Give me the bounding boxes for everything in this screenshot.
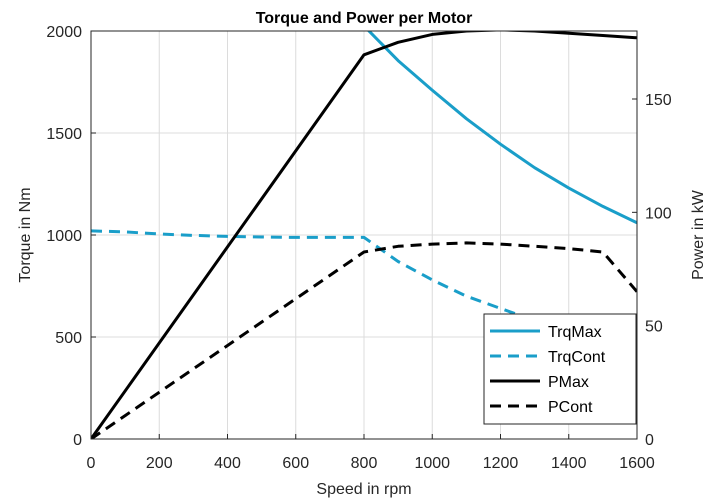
y-axis-left-title: Torque in Nm xyxy=(17,187,34,282)
y-left-tick-label: 500 xyxy=(55,330,82,347)
series-line-pmax xyxy=(91,31,637,439)
chart-title: Torque and Power per Motor xyxy=(256,10,473,27)
y-right-tick-label: 0 xyxy=(645,432,654,449)
x-tick-label: 0 xyxy=(87,455,96,472)
y-right-tick-label: 150 xyxy=(645,92,672,109)
legend-label-trqmax: TrqMax xyxy=(548,324,602,341)
legend-label-pcont: PCont xyxy=(548,399,593,416)
y-left-tick-label: 1000 xyxy=(46,228,82,245)
y-right-tick-label: 50 xyxy=(645,319,663,336)
y-left-tick-label: 1500 xyxy=(46,126,82,143)
legend: TrqMax TrqCont PMax PCont xyxy=(483,313,637,425)
y-axis-right-title: Power in kW xyxy=(690,189,707,280)
y-left-tick-label: 0 xyxy=(73,432,82,449)
x-tick-label: 200 xyxy=(146,455,173,472)
series-line-trqmax xyxy=(366,31,637,225)
series-line-pcont xyxy=(91,241,637,439)
x-tick-label: 1000 xyxy=(414,455,450,472)
x-tick-label: 1600 xyxy=(619,455,655,472)
y-right-tick-label: 100 xyxy=(645,205,672,222)
legend-label-pmax: PMax xyxy=(548,374,589,391)
x-tick-label: 600 xyxy=(282,455,309,472)
axes: 0 200 400 600 800 1000 1200 1400 160005001000150… xyxy=(46,24,671,472)
legend-label-trqcont: TrqCont xyxy=(548,349,606,366)
x-tick-label: 1400 xyxy=(551,455,587,472)
x-tick-label: 800 xyxy=(351,455,378,472)
x-tick-label: 1200 xyxy=(483,455,519,472)
x-axis-title: Speed in rpm xyxy=(316,481,411,498)
y-left-tick-label: 2000 xyxy=(46,24,82,41)
x-tick-label: 400 xyxy=(214,455,241,472)
